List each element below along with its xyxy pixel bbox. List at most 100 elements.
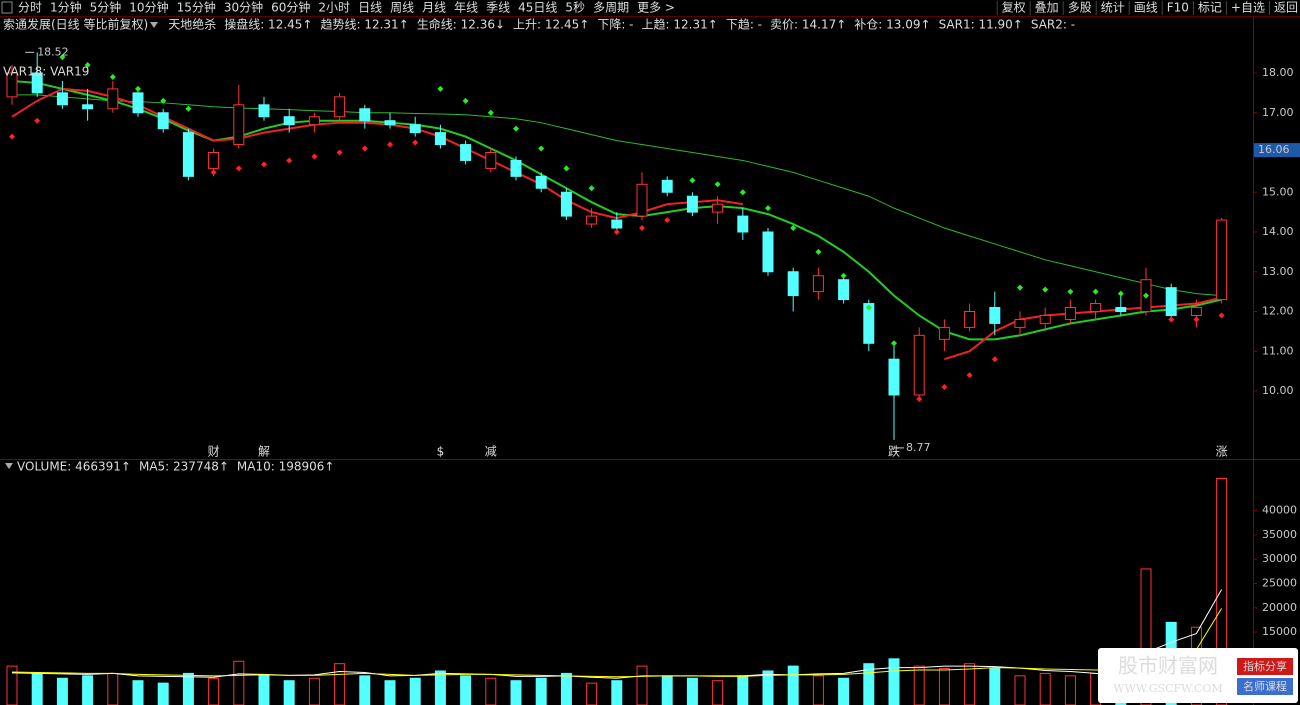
candle-body bbox=[1090, 303, 1102, 312]
y-tick-label: 18.00 bbox=[1262, 66, 1294, 79]
sar-dot bbox=[941, 384, 948, 391]
period-tab[interactable]: 月线 bbox=[422, 1, 446, 15]
watermark-tag: 指标分享 bbox=[1243, 659, 1287, 673]
signal-label: 减 bbox=[485, 445, 497, 459]
tag-bg bbox=[1237, 658, 1293, 675]
volume-bar bbox=[712, 680, 724, 705]
indicator-value: 上升: 12.45↑ bbox=[513, 18, 589, 32]
sar-dot bbox=[1143, 292, 1149, 299]
period-tab[interactable]: 分时 bbox=[18, 1, 42, 15]
volume-bar bbox=[182, 672, 194, 705]
candle-body bbox=[888, 358, 900, 396]
period-tab[interactable]: 2小时 bbox=[318, 1, 350, 15]
period-tab[interactable]: 5分钟 bbox=[90, 0, 122, 15]
volume-bar bbox=[82, 675, 94, 705]
candle-body bbox=[434, 132, 446, 146]
toolbar-button[interactable]: +自选 bbox=[1231, 1, 1265, 15]
sar-dot bbox=[235, 165, 242, 172]
signal-label: $ bbox=[437, 445, 445, 459]
candle-body bbox=[938, 326, 950, 340]
candle-body bbox=[31, 72, 43, 94]
sar-dot bbox=[1117, 290, 1124, 297]
candle-body bbox=[384, 120, 396, 126]
period-tab[interactable]: 1分钟 bbox=[50, 0, 82, 15]
period-tab[interactable]: 45日线 bbox=[518, 1, 557, 15]
volume-bar bbox=[283, 680, 295, 705]
toolbar-button[interactable]: 画线 bbox=[1134, 1, 1158, 15]
volume-value: MA10: 198906↑ bbox=[237, 460, 335, 474]
sar-dot bbox=[891, 340, 897, 347]
toolbar-button[interactable]: 统计 bbox=[1101, 1, 1125, 15]
sar-dot bbox=[261, 161, 267, 168]
candle-body bbox=[1014, 318, 1026, 328]
sar-dot bbox=[1092, 288, 1099, 295]
volume-bar bbox=[812, 675, 824, 705]
toolbar-button[interactable]: 复权 bbox=[1002, 1, 1026, 15]
sar-dot bbox=[59, 54, 66, 61]
signal-label: 财 bbox=[208, 445, 220, 459]
volume-bar bbox=[938, 668, 950, 705]
sar-dot bbox=[462, 97, 469, 104]
candle-body bbox=[485, 152, 497, 169]
period-tab[interactable]: 日线 bbox=[358, 1, 382, 15]
volume-bar bbox=[611, 680, 623, 705]
toolbar-button[interactable]: 标记 bbox=[1198, 1, 1222, 15]
sar-dot bbox=[160, 97, 167, 104]
sar-dot bbox=[387, 141, 393, 148]
period-tab[interactable]: 季线 bbox=[486, 1, 510, 15]
period-tab[interactable]: 30分钟 bbox=[224, 0, 263, 15]
toolbar-button[interactable]: 叠加 bbox=[1035, 1, 1059, 15]
sar-dot bbox=[1017, 284, 1023, 291]
candle-body bbox=[82, 104, 94, 110]
sar-dot bbox=[286, 157, 293, 164]
candle-body bbox=[1190, 307, 1202, 316]
watermark-url: WWW.GSCFW.COM bbox=[1113, 682, 1222, 695]
watermark-title: 股市财富网 bbox=[1118, 654, 1218, 678]
sar-dot bbox=[563, 165, 570, 172]
y-tick-label: 20000 bbox=[1262, 601, 1297, 614]
period-tab[interactable]: 年线 bbox=[454, 1, 478, 15]
sar-dot bbox=[1042, 286, 1049, 293]
sar-dot bbox=[991, 356, 998, 363]
period-tab[interactable]: 多周期 bbox=[593, 1, 629, 15]
period-tab[interactable]: 15分钟 bbox=[177, 0, 216, 15]
y-tick-label: 17.00 bbox=[1262, 106, 1294, 119]
volume-bar bbox=[762, 670, 774, 705]
y-tick-label: 10.00 bbox=[1262, 384, 1294, 397]
candle-body bbox=[1216, 219, 1228, 301]
period-tab[interactable]: 60分钟 bbox=[271, 0, 310, 15]
period-tab[interactable]: 10分钟 bbox=[129, 0, 168, 15]
y-tick-label: 40000 bbox=[1262, 504, 1297, 517]
sar-dot bbox=[210, 169, 217, 176]
signal-label: 解 bbox=[258, 445, 270, 459]
sar-dot bbox=[714, 181, 721, 188]
sar-dot bbox=[109, 73, 116, 80]
toolbar-button[interactable]: 多股 bbox=[1068, 1, 1092, 15]
volume-bar bbox=[535, 677, 547, 705]
candle-body bbox=[182, 132, 194, 177]
current-price-box bbox=[1254, 143, 1300, 158]
volume-bar bbox=[409, 677, 421, 705]
volume-ma-line bbox=[11, 608, 1223, 678]
candle-body bbox=[812, 275, 824, 293]
toolbar-button[interactable]: F10 bbox=[1167, 1, 1189, 15]
sar-dot bbox=[9, 133, 15, 140]
indicator-value: 补仓: 13.09↑ bbox=[854, 18, 930, 32]
toolbar-button[interactable]: 返回 bbox=[1274, 1, 1298, 15]
candle-body bbox=[989, 307, 1001, 324]
y-tick-label: 12.00 bbox=[1262, 305, 1294, 318]
candle-body bbox=[56, 92, 68, 106]
period-tab[interactable]: 更多 > bbox=[637, 1, 675, 15]
candle-body bbox=[762, 231, 774, 273]
indicator-line bbox=[12, 94, 1222, 297]
indicator-value: 趋势线: 12.31↑ bbox=[320, 18, 408, 32]
volume-bar bbox=[787, 665, 799, 705]
period-tab[interactable]: 5秒 bbox=[565, 1, 585, 15]
period-tab[interactable]: 周线 bbox=[390, 1, 414, 15]
candle-body bbox=[1064, 307, 1076, 320]
volume-bar bbox=[460, 675, 472, 705]
volume-bar bbox=[31, 672, 43, 705]
current-price: 16.06 bbox=[1258, 143, 1290, 156]
candle-body bbox=[334, 96, 346, 118]
